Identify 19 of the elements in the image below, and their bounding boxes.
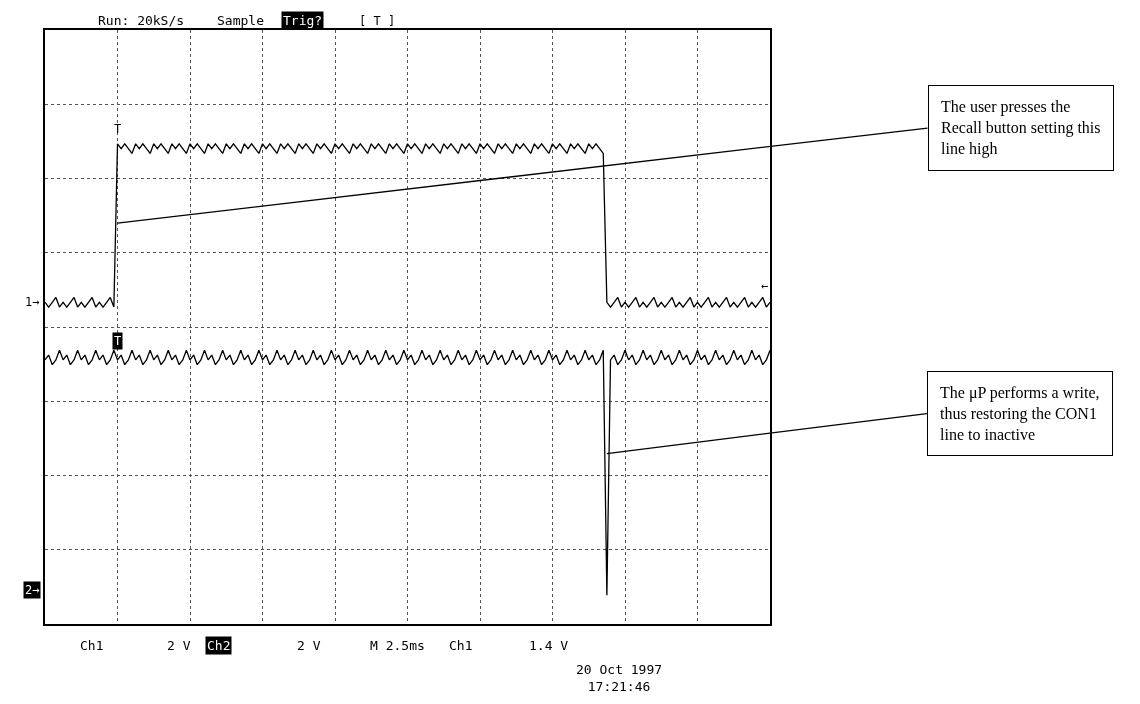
- text: The μP performs a write, thus restoring the CON1 line to inactive: [940, 384, 1100, 443]
- text: [ T ]: [359, 14, 396, 28]
- text: 2 V: [297, 638, 321, 653]
- text: Trig?: [283, 13, 323, 28]
- text: 2→: [25, 583, 40, 597]
- text: T: [114, 122, 122, 136]
- annotation: T: [114, 334, 122, 348]
- text: Ch2: [207, 638, 231, 653]
- annotation: ←: [761, 279, 769, 293]
- text: The user presses the Recall button setting this line high: [941, 98, 1101, 158]
- text: 1.4 V: [529, 638, 569, 653]
- text: M 2.5ms: [370, 638, 425, 653]
- text: Sample: [217, 13, 265, 28]
- text: 2 V: [167, 638, 191, 653]
- text: Ch1: [449, 638, 473, 653]
- text: Ch1: [80, 638, 104, 653]
- text: Run: 20kS/s: [98, 13, 185, 28]
- text: 1→: [25, 295, 40, 309]
- text: 20 Oct 1997 17:21:46: [576, 662, 663, 694]
